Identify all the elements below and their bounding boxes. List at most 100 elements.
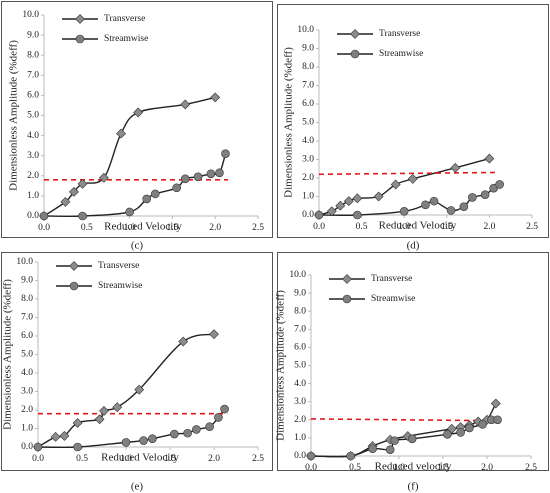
point [192, 425, 201, 434]
panel-label: (c) [131, 240, 144, 252]
y-tick-label: 0.0 [302, 210, 314, 220]
point [493, 415, 502, 425]
point [178, 336, 189, 347]
y-tick-label: 2.0 [302, 173, 314, 183]
x-tick-label: 1.5 [164, 454, 176, 464]
point [180, 99, 191, 110]
x-tick-label: 1.0 [120, 454, 132, 464]
x-tick-label: 0.0 [38, 223, 50, 233]
point [150, 189, 160, 199]
x-tick-label: 1.0 [393, 463, 405, 473]
y-tick-label: 8.0 [294, 306, 306, 316]
legend-label: Transverse [371, 274, 412, 284]
point [443, 429, 452, 439]
y-tick-label: 3.0 [302, 155, 314, 165]
y-tick-label: 1.0 [27, 191, 39, 201]
y-tick-label: 5.0 [294, 361, 306, 371]
x-tick-label: 2.0 [208, 454, 220, 464]
point [390, 179, 401, 190]
y-tick-label: 9.0 [21, 276, 33, 286]
legend-marker [69, 281, 79, 291]
point [429, 196, 439, 206]
y-tick-label: 5.0 [21, 350, 33, 360]
point [73, 442, 82, 452]
point [50, 431, 61, 442]
point [206, 169, 216, 179]
point [456, 428, 465, 437]
point [306, 451, 316, 461]
y-tick-label: 6.0 [294, 343, 306, 353]
panel-frame [1, 1, 273, 238]
x-axis-label: Reduced Velocity [101, 452, 179, 464]
point [385, 445, 395, 454]
point [172, 183, 181, 193]
point [72, 418, 83, 428]
x-tick-label: 0.0 [32, 454, 44, 464]
point [193, 172, 203, 182]
legend-marker [69, 261, 79, 271]
x-tick-label: 0.5 [81, 223, 93, 233]
legend-marker [342, 274, 352, 284]
legend-label: Transverse [98, 261, 139, 271]
point [139, 436, 148, 445]
point [495, 180, 504, 189]
x-tick-label: 0.0 [313, 222, 325, 232]
point [407, 174, 418, 184]
y-tick-label: 8.0 [27, 50, 39, 60]
point [214, 413, 223, 422]
point [465, 423, 474, 433]
series-line [43, 153, 227, 217]
point [446, 206, 456, 215]
y-tick-label: 4.0 [294, 379, 306, 389]
x-tick-label: 0.5 [76, 454, 88, 464]
point [94, 414, 105, 425]
y-tick-label: 3.0 [27, 151, 39, 161]
y-tick-label: 6.0 [27, 91, 39, 101]
reference-line [310, 418, 496, 422]
x-tick-label: 2.5 [252, 223, 264, 233]
x-tick-label: 1.0 [398, 222, 410, 232]
legend-marker [75, 14, 85, 24]
y-tick-label: 7.0 [302, 81, 314, 91]
y-axis-label: Dimensionless Amplitude (%deff) [275, 290, 287, 441]
point [77, 178, 88, 189]
y-tick-label: 2.0 [21, 405, 33, 415]
y-tick-label: 3.0 [294, 397, 306, 407]
x-axis-label: Reduced Velocity [104, 221, 182, 233]
y-tick-label: 1.0 [294, 433, 306, 443]
y-tick-label: 10.0 [16, 257, 33, 267]
legend-label: Transverse [104, 14, 145, 24]
point [478, 420, 487, 429]
y-tick-label: 2.0 [294, 415, 306, 425]
point [343, 196, 354, 207]
point [180, 174, 190, 184]
point [421, 200, 430, 210]
legend-label: Streamwise [98, 281, 142, 291]
point [39, 211, 49, 221]
point [210, 92, 221, 103]
legend-marker [350, 29, 360, 39]
point [407, 434, 417, 444]
point [335, 200, 346, 211]
y-tick-label: 6.0 [302, 99, 314, 109]
y-tick-label: 3.0 [21, 387, 33, 397]
y-tick-label: 2.0 [27, 171, 39, 181]
point [116, 128, 126, 139]
point [98, 172, 109, 183]
x-tick-label: 1.5 [166, 223, 178, 233]
point [326, 206, 337, 217]
y-tick-label: 8.0 [21, 294, 33, 304]
y-tick-label: 0.0 [294, 451, 306, 461]
point [33, 442, 43, 452]
legend-marker [350, 49, 360, 59]
x-tick-label: 2.5 [252, 454, 264, 464]
point [468, 193, 477, 202]
point [399, 207, 409, 216]
y-tick-label: 6.0 [21, 331, 33, 341]
y-tick-label: 7.0 [294, 324, 306, 334]
y-tick-label: 4.0 [302, 136, 314, 146]
x-tick-label: 2.0 [481, 463, 493, 473]
y-tick-label: 9.0 [302, 44, 314, 54]
legend-marker [342, 294, 352, 304]
